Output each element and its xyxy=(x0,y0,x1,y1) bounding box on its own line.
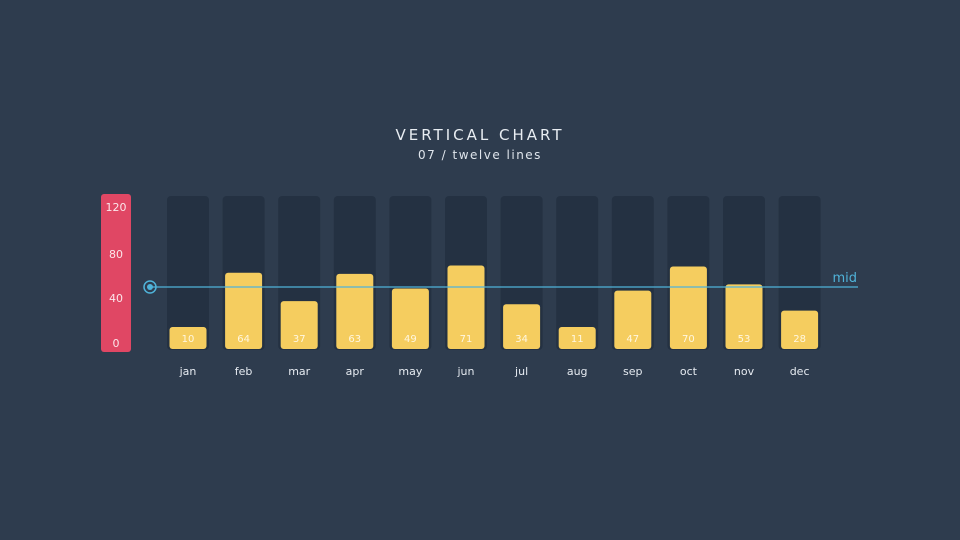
reference-handle-dot xyxy=(147,284,153,290)
bar xyxy=(614,290,652,349)
reference-handle-ring xyxy=(143,280,157,294)
x-tick-label: feb xyxy=(235,365,253,378)
bar xyxy=(225,272,263,349)
x-tick-label: mar xyxy=(288,365,310,378)
bar-value-label: 63 xyxy=(348,334,361,345)
x-tick-label: oct xyxy=(680,365,698,378)
y-tick-label: 40 xyxy=(109,292,123,305)
x-tick-label: may xyxy=(398,365,422,378)
bar xyxy=(558,327,596,349)
bar-value-label: 53 xyxy=(738,334,751,345)
x-tick-label: nov xyxy=(734,365,755,378)
bar-value-label: 70 xyxy=(682,334,695,345)
bar xyxy=(725,284,763,349)
bar-value-label: 34 xyxy=(515,334,528,345)
reference-line-label: mid xyxy=(832,271,857,286)
y-tick-label: 0 xyxy=(113,337,120,350)
bar-value-label: 37 xyxy=(293,334,306,345)
y-axis-bar xyxy=(101,194,131,352)
x-tick-label: jun xyxy=(457,365,475,378)
x-tick-label: jan xyxy=(179,365,197,378)
x-tick-label: jul xyxy=(514,365,528,378)
bar xyxy=(336,273,374,349)
y-tick-label: 80 xyxy=(109,248,123,261)
chart-subtitle: 07 / twelve lines xyxy=(418,148,542,162)
bar xyxy=(781,310,819,349)
x-tick-label: sep xyxy=(623,365,642,378)
bar-track xyxy=(556,196,599,350)
bar-track xyxy=(167,196,209,350)
bar xyxy=(280,301,318,349)
x-tick-label: aug xyxy=(567,365,588,378)
x-tick-label: apr xyxy=(346,365,365,378)
chart-title: VERTICAL CHART xyxy=(395,126,565,144)
bar-value-label: 28 xyxy=(793,334,806,345)
bar xyxy=(391,288,429,349)
bar-value-label: 10 xyxy=(182,334,195,345)
bar xyxy=(503,304,541,349)
bar-value-label: 49 xyxy=(404,334,417,345)
bar xyxy=(169,327,207,349)
y-tick-label: 120 xyxy=(106,201,127,214)
bar-value-label: 64 xyxy=(237,334,250,345)
bar xyxy=(447,265,485,349)
x-tick-label: dec xyxy=(790,365,810,378)
bar-value-label: 71 xyxy=(460,334,473,345)
bar-value-label: 11 xyxy=(571,334,584,345)
bar-value-label: 47 xyxy=(626,334,639,345)
